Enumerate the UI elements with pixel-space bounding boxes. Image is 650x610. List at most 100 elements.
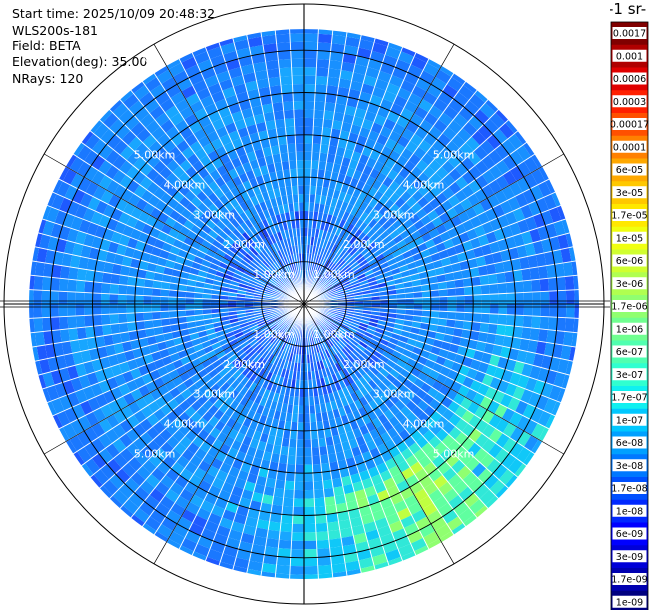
field-cell [276,358,283,368]
field-cell [119,174,133,189]
field-cell [238,541,253,553]
field-cell [315,84,327,94]
field-cell [348,195,358,206]
field-cell [372,509,386,522]
field-cell [118,483,135,499]
field-cell [255,288,264,294]
field-cell [477,361,490,374]
field-cell [367,324,377,332]
field-cell [401,467,415,480]
field-cell [152,319,162,328]
field-cell [483,253,495,266]
field-cell [240,259,250,268]
field-cell [270,453,281,463]
field-cell [426,146,440,160]
field-cell [402,218,414,230]
field-cell [226,350,236,359]
field-cell [143,304,152,313]
field-cell [403,100,419,114]
field-cell [496,324,506,336]
field-cell [343,448,354,460]
field-cell [549,236,561,252]
field-cell [113,453,128,469]
field-cell [529,327,540,342]
field-cell [435,69,452,85]
field-cell [344,314,353,320]
field-cell [498,469,515,486]
field-cell [316,264,322,274]
field-cell [254,269,263,277]
field-cell [288,447,297,457]
field-cell [195,281,205,289]
field-cell [437,133,452,147]
field-cell [334,103,347,114]
field-cell [81,131,94,145]
field-cell [254,331,263,339]
field-cell [484,386,498,400]
field-cell [290,41,304,51]
field-cell [304,380,309,389]
field-cell [403,281,413,289]
field-cell [184,461,198,475]
field-cell [144,77,162,92]
field-cell [190,184,203,197]
field-cell [357,406,368,418]
field-cell [138,260,149,271]
field-cell [116,352,127,365]
field-cell [257,221,266,231]
field-cell [228,466,241,478]
ray-line [241,303,305,598]
field-cell [456,465,472,480]
field-cell [90,211,104,226]
field-cell [82,207,96,223]
ray-line [303,5,336,305]
field-cell [170,323,180,333]
field-cell [272,496,284,506]
field-cell [281,267,288,276]
field-cell [229,208,240,219]
field-cell [261,563,277,574]
field-cell [204,492,218,505]
field-cell [128,100,145,116]
field-cell [395,535,411,549]
field-cell [480,139,495,155]
field-cell [46,385,60,401]
field-cell [270,145,281,155]
field-cell [379,354,390,364]
field-cell [126,179,140,194]
field-cell [328,356,335,366]
field-cell [312,463,322,473]
field-cell [281,277,288,286]
field-cell [405,474,420,488]
field-cell [142,523,157,535]
field-cell [505,236,517,250]
field-cell [509,372,522,386]
field-cell [473,447,489,463]
field-cell [134,304,144,313]
field-cell [149,488,165,503]
field-cell [277,320,286,327]
field-cell [197,229,209,240]
field-cell [292,515,304,525]
field-cell [389,244,400,254]
field-cell [258,251,267,260]
field-cell [100,403,114,419]
field-cell [155,333,166,344]
field-cell [353,228,363,239]
field-cell [291,532,304,541]
field-cell [236,334,246,343]
field-cell [456,304,465,313]
field-cell [221,481,235,494]
field-cell [548,207,562,223]
field-cell [268,322,277,329]
field-cell [117,304,127,314]
field-cell [88,247,100,260]
field-cell [439,146,454,161]
field-cell [281,332,288,341]
field-cell [250,235,260,245]
field-cell [553,371,566,388]
field-cell [249,132,261,144]
field-cell [273,223,281,233]
field-cell [168,289,178,298]
field-cell [319,403,327,413]
